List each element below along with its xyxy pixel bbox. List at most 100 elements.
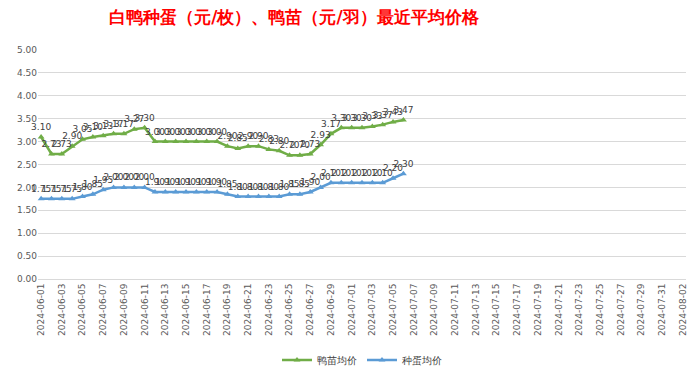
svg-text:1.75: 1.75 [41,184,61,194]
svg-text:2.50: 2.50 [17,160,37,170]
svg-text:白鸭种蛋（元/枚）、鸭苗（元/羽）最近平均价格: 白鸭种蛋（元/枚）、鸭苗（元/羽）最近平均价格 [109,7,479,27]
svg-text:3.10: 3.10 [83,122,103,132]
svg-text:1.80: 1.80 [72,182,92,192]
svg-text:3.17: 3.17 [104,119,124,129]
svg-text:2024-06-01: 2024-06-01 [36,284,46,336]
svg-text:3.00: 3.00 [197,127,217,137]
svg-text:1.90: 1.90 [145,177,165,187]
svg-text:2024-06-07: 2024-06-07 [98,284,108,336]
svg-text:2.30: 2.30 [393,159,413,169]
svg-text:鸭苗均价: 鸭苗均价 [317,355,357,366]
svg-text:2024-07-19: 2024-07-19 [533,283,543,336]
svg-text:1.90: 1.90 [300,177,320,187]
svg-text:3.47: 3.47 [393,105,413,115]
svg-text:0.50: 0.50 [17,251,37,261]
svg-text:2024-07-07: 2024-07-07 [409,284,419,336]
svg-text:2024-07-13: 2024-07-13 [471,284,481,336]
svg-text:1.90: 1.90 [155,177,175,187]
svg-text:2.73: 2.73 [41,139,61,149]
svg-text:3.10: 3.10 [31,122,51,132]
svg-text:2.00: 2.00 [114,172,134,182]
svg-text:2.70: 2.70 [290,140,310,150]
svg-text:2024-06-15: 2024-06-15 [181,284,191,336]
svg-text:1.95: 1.95 [93,175,113,185]
svg-text:1.90: 1.90 [207,177,227,187]
svg-text:2024-07-05: 2024-07-05 [388,284,398,336]
svg-text:2024-06-23: 2024-06-23 [264,284,274,336]
svg-text:2.90: 2.90 [62,131,82,141]
svg-text:2.10: 2.10 [342,168,362,178]
svg-text:2024-06-27: 2024-06-27 [305,284,315,336]
svg-text:4.00: 4.00 [17,91,37,101]
svg-text:3.33: 3.33 [362,111,382,121]
svg-text:2024-07-01: 2024-07-01 [347,284,357,336]
svg-text:3.43: 3.43 [383,107,403,117]
svg-text:2.90: 2.90 [238,131,258,141]
svg-text:2024-07-03: 2024-07-03 [367,284,377,336]
svg-text:2024-06-13: 2024-06-13 [160,284,170,336]
svg-text:2024-07-25: 2024-07-25 [595,284,605,336]
svg-text:3.00: 3.00 [17,137,37,147]
svg-text:2024-07-21: 2024-07-21 [554,284,564,336]
svg-text:3.00: 3.00 [155,127,175,137]
svg-text:3.00: 3.00 [186,127,206,137]
svg-text:2.83: 2.83 [259,134,279,144]
svg-text:2.10: 2.10 [373,168,393,178]
svg-text:1.90: 1.90 [166,177,186,187]
svg-text:2024-06-19: 2024-06-19 [222,283,232,336]
svg-text:2024-07-31: 2024-07-31 [657,284,667,336]
svg-text:1.75: 1.75 [62,184,82,194]
svg-text:2024-07-23: 2024-07-23 [574,284,584,336]
svg-text:2024-06-05: 2024-06-05 [77,284,87,336]
svg-text:5.00: 5.00 [17,45,37,55]
svg-text:3.00: 3.00 [207,127,227,137]
svg-text:2.93: 2.93 [311,130,331,140]
svg-text:1.80: 1.80 [259,182,279,192]
svg-text:4.50: 4.50 [17,68,37,78]
svg-text:1.80: 1.80 [228,182,248,192]
svg-text:0.00: 0.00 [17,274,37,284]
svg-text:2024-07-15: 2024-07-15 [491,284,501,336]
svg-text:2.00: 2.00 [17,183,37,193]
svg-text:3.30: 3.30 [331,113,351,123]
svg-text:2024-06-11: 2024-06-11 [140,284,150,336]
svg-text:3.37: 3.37 [373,110,393,120]
svg-text:1.85: 1.85 [280,179,300,189]
svg-text:3.17: 3.17 [114,119,134,129]
svg-text:3.00: 3.00 [145,127,165,137]
svg-text:3.00: 3.00 [176,127,196,137]
svg-text:3.00: 3.00 [166,127,186,137]
svg-text:2.10: 2.10 [352,168,372,178]
svg-text:2.90: 2.90 [217,131,237,141]
svg-text:1.90: 1.90 [197,177,217,187]
svg-text:2.73: 2.73 [52,139,72,149]
svg-text:1.85: 1.85 [83,179,103,189]
svg-text:2.10: 2.10 [331,168,351,178]
svg-text:1.85: 1.85 [290,179,310,189]
svg-text:2.00: 2.00 [135,172,155,182]
svg-text:1.00: 1.00 [17,228,37,238]
svg-text:2024-07-29: 2024-07-29 [636,283,646,336]
svg-text:2.20: 2.20 [383,163,403,173]
svg-text:2024-07-11: 2024-07-11 [450,284,460,336]
svg-text:2024-06-03: 2024-06-03 [57,284,67,336]
svg-text:3.50: 3.50 [17,114,37,124]
svg-text:2.10: 2.10 [362,168,382,178]
svg-text:2024-06-25: 2024-06-25 [284,284,294,336]
svg-text:种蛋均价: 种蛋均价 [402,355,442,366]
svg-text:1.90: 1.90 [176,177,196,187]
svg-text:2.80: 2.80 [269,136,289,146]
svg-text:1.85: 1.85 [217,179,237,189]
svg-text:3.13: 3.13 [93,121,113,131]
svg-text:1.80: 1.80 [238,182,258,192]
svg-text:2024-07-17: 2024-07-17 [512,284,522,336]
svg-text:1.90: 1.90 [186,177,206,187]
svg-text:2.85: 2.85 [228,133,248,143]
svg-text:3.30: 3.30 [352,113,372,123]
svg-text:2.70: 2.70 [280,140,300,150]
svg-text:3.30: 3.30 [342,113,362,123]
svg-text:2.10: 2.10 [321,168,341,178]
svg-text:2024-07-09: 2024-07-09 [429,283,439,336]
svg-text:1.75: 1.75 [31,184,51,194]
svg-text:1.80: 1.80 [248,182,268,192]
